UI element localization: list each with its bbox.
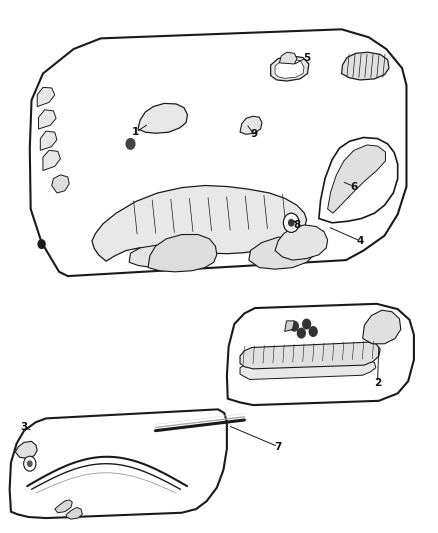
Polygon shape	[227, 304, 414, 405]
Polygon shape	[30, 29, 406, 276]
Polygon shape	[271, 56, 309, 81]
Polygon shape	[363, 310, 401, 344]
Polygon shape	[15, 441, 37, 458]
Text: 6: 6	[350, 182, 357, 191]
Polygon shape	[240, 360, 376, 379]
Polygon shape	[138, 103, 187, 133]
Polygon shape	[319, 138, 398, 223]
Circle shape	[283, 213, 299, 232]
Circle shape	[290, 321, 298, 331]
Polygon shape	[328, 145, 385, 213]
Polygon shape	[240, 116, 262, 134]
Text: 1: 1	[132, 127, 139, 137]
Polygon shape	[129, 245, 201, 268]
Circle shape	[303, 319, 311, 329]
Text: 9: 9	[251, 130, 258, 139]
Polygon shape	[249, 237, 313, 269]
Polygon shape	[92, 185, 307, 261]
Circle shape	[28, 461, 32, 466]
Text: 4: 4	[357, 236, 364, 246]
Polygon shape	[275, 225, 328, 260]
Polygon shape	[240, 342, 380, 369]
Polygon shape	[279, 52, 297, 64]
Circle shape	[24, 456, 36, 471]
Polygon shape	[40, 131, 57, 150]
Polygon shape	[148, 235, 217, 272]
Polygon shape	[275, 59, 304, 78]
Polygon shape	[55, 500, 72, 513]
Polygon shape	[37, 87, 55, 107]
Polygon shape	[39, 110, 56, 129]
Polygon shape	[342, 52, 389, 80]
Polygon shape	[10, 409, 227, 518]
Circle shape	[309, 327, 317, 336]
Polygon shape	[67, 507, 82, 519]
Circle shape	[126, 139, 135, 149]
Text: 8: 8	[293, 220, 300, 230]
Circle shape	[297, 328, 305, 338]
Circle shape	[289, 220, 294, 226]
Text: 5: 5	[303, 53, 310, 62]
Polygon shape	[43, 150, 60, 171]
Circle shape	[38, 240, 45, 248]
Text: 2: 2	[374, 378, 381, 387]
Text: 7: 7	[275, 442, 282, 451]
Text: 3: 3	[21, 423, 28, 432]
Polygon shape	[52, 175, 69, 193]
Polygon shape	[285, 321, 294, 332]
